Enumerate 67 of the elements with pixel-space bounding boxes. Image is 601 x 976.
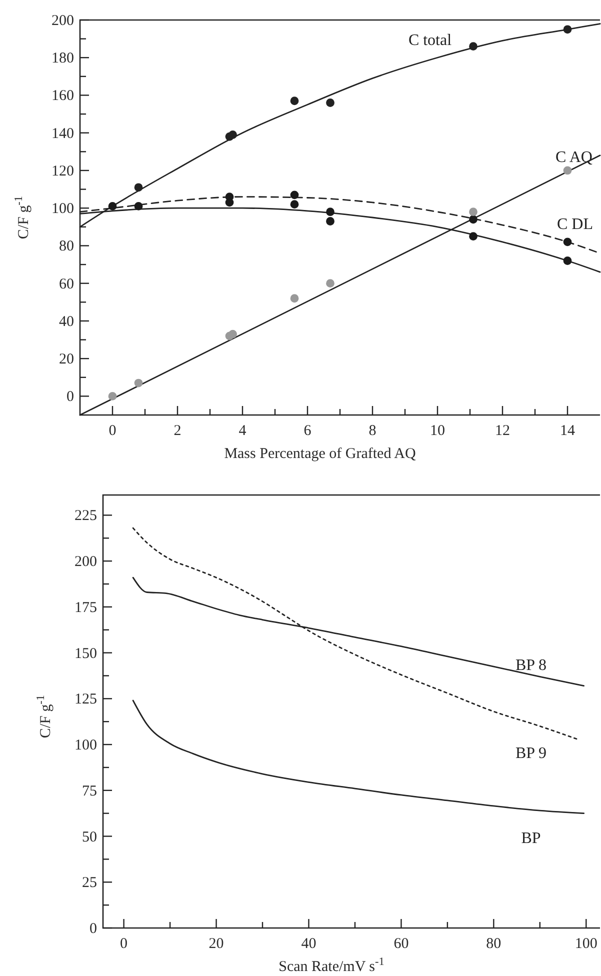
x-tick-label: 0 xyxy=(108,423,116,439)
y-tick-label: 100 xyxy=(74,738,97,754)
point xyxy=(563,166,572,175)
series-label: C total xyxy=(408,32,452,49)
x-tick-label: 40 xyxy=(301,936,316,952)
y-tick-label: 160 xyxy=(52,88,74,104)
point xyxy=(469,208,478,216)
series-label: BP xyxy=(521,830,541,847)
x-tick-label: 14 xyxy=(560,423,576,439)
series-label: BP 9 xyxy=(516,745,546,762)
point xyxy=(228,130,237,139)
point xyxy=(290,294,299,303)
point xyxy=(326,98,334,107)
x-tick-label: 80 xyxy=(486,936,502,952)
x-tick-label: 100 xyxy=(574,936,598,952)
y-tick-label: 150 xyxy=(74,646,97,662)
point xyxy=(469,215,478,224)
y-tick-label: 40 xyxy=(59,314,74,330)
y-tick-label: 0 xyxy=(66,389,74,406)
point xyxy=(563,238,572,246)
point xyxy=(290,190,299,200)
y-tick-label: 225 xyxy=(74,508,97,524)
point xyxy=(326,279,334,288)
x-tick-label: 60 xyxy=(394,936,409,952)
y-tick-label: 180 xyxy=(52,50,74,67)
point xyxy=(563,256,572,265)
point xyxy=(108,202,117,210)
series-label: BP 8 xyxy=(516,657,546,674)
point xyxy=(134,378,143,388)
point xyxy=(469,232,478,241)
y-tick-label: 140 xyxy=(52,126,74,142)
y-tick-label: 75 xyxy=(82,783,97,800)
x-axis-title: Mass Percentage of Grafted AQ xyxy=(224,446,416,462)
y-tick-label: 50 xyxy=(82,829,97,846)
point xyxy=(134,202,143,210)
point xyxy=(326,208,334,216)
point xyxy=(563,25,572,34)
point xyxy=(326,217,334,226)
line-series xyxy=(132,700,585,814)
series-label: C DL xyxy=(557,216,593,233)
y-tick-label: 20 xyxy=(59,352,74,368)
x-tick-label: 4 xyxy=(238,423,247,439)
y-tick-label: 200 xyxy=(74,554,97,570)
x-tick-label: 10 xyxy=(430,423,445,439)
y-tick-label: 60 xyxy=(59,276,74,292)
point xyxy=(228,330,237,338)
x-tick-label: 6 xyxy=(304,423,312,439)
point xyxy=(290,96,299,106)
y-tick-label: 175 xyxy=(74,600,97,616)
point xyxy=(108,392,117,400)
y-tick-label: 80 xyxy=(59,238,74,255)
point xyxy=(469,42,478,51)
y-tick-label: 120 xyxy=(52,163,74,180)
x-tick-label: 0 xyxy=(120,936,128,952)
point xyxy=(290,200,299,209)
y-tick-label: 125 xyxy=(74,692,97,708)
x-tick-label: 12 xyxy=(495,423,510,439)
x-tick-label: 20 xyxy=(208,936,224,952)
series-label: C AQ xyxy=(556,149,593,166)
point xyxy=(134,183,143,192)
x-axis-title: Scan Rate/mV s$^{-1}$ xyxy=(278,956,384,975)
x-tick-label: 8 xyxy=(368,423,376,439)
y-tick-label: 25 xyxy=(82,875,97,892)
y-tick-label: 100 xyxy=(52,201,74,218)
y-tick-label: 0 xyxy=(90,921,97,937)
y-tick-label: 200 xyxy=(52,13,74,29)
x-tick-label: 2 xyxy=(174,423,182,439)
